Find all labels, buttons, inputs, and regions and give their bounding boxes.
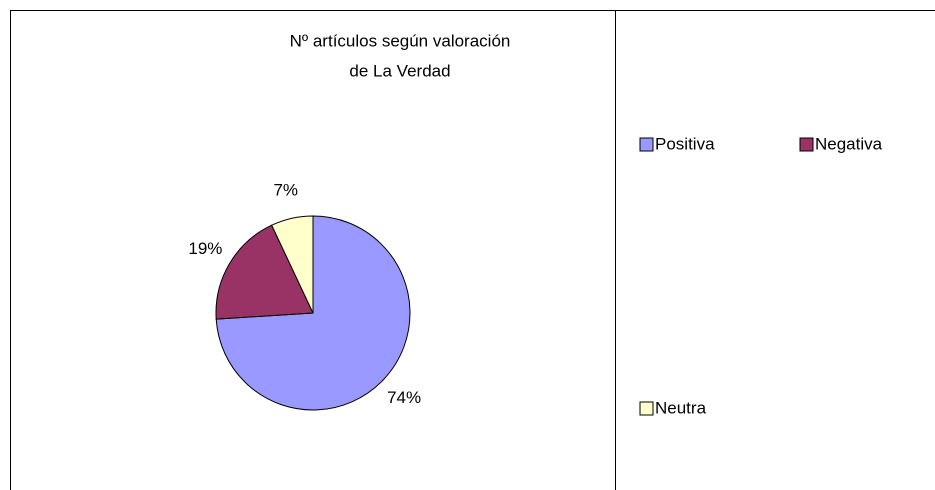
pie-slice	[215, 224, 314, 320]
chart-title: de La Verdad	[349, 61, 450, 80]
chart-title: Nº artículos según valoración	[290, 31, 511, 50]
data-label: 74%	[387, 388, 421, 407]
legend-label: Positiva	[655, 134, 715, 153]
pie-slice	[271, 215, 314, 314]
data-label: 7%	[273, 180, 298, 199]
legend-label: Neutra	[655, 398, 707, 417]
legend-swatch	[639, 401, 654, 416]
legend-swatch	[799, 137, 814, 152]
data-label: 19%	[188, 239, 222, 258]
legend-label: Negativa	[815, 134, 883, 153]
legend-swatch	[639, 137, 654, 152]
